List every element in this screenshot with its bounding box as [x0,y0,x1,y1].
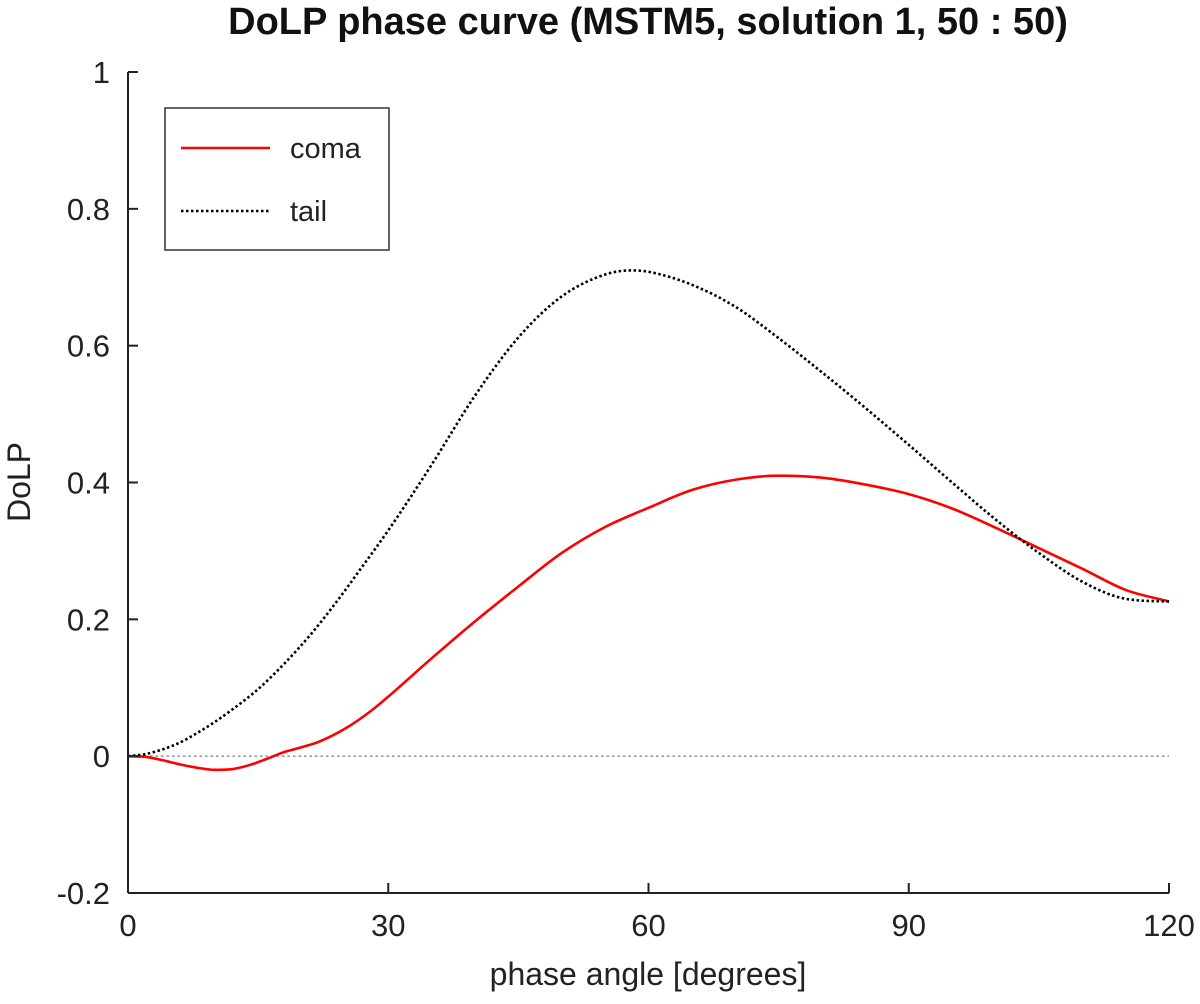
y-tick-label: 0.4 [67,466,110,501]
y-tick-label: 0.6 [67,329,110,364]
chart-title: DoLP phase curve (MSTM5, solution 1, 50 … [228,1,1068,43]
y-tick-label: 0 [93,739,110,774]
y-tick-label: 1 [93,55,110,90]
y-tick-label: -0.2 [57,876,110,911]
legend: coma tail [164,107,390,251]
x-tick-label: 60 [631,908,665,943]
y-tick-label: 0.2 [67,602,110,637]
x-tick-label: 30 [371,908,405,943]
plot-area [127,269,1170,772]
y-axis-label: DoLP [1,442,37,522]
x-tick-label: 120 [1143,908,1195,943]
x-axis-label: phase angle [degrees] [490,956,807,992]
x-tick-label: 90 [892,908,926,943]
series-line-tail [127,269,1170,758]
x-tick-label: 0 [119,908,136,943]
legend-box [164,107,390,251]
legend-label-tail: tail [290,196,327,228]
series-line-coma [127,474,1170,772]
ticks: 0 30 60 90 120 -0.2 0 0.2 0.4 0.6 0.8 1 [57,55,1195,943]
y-tick-label: 0.8 [67,192,110,227]
legend-label-coma: coma [290,133,362,165]
